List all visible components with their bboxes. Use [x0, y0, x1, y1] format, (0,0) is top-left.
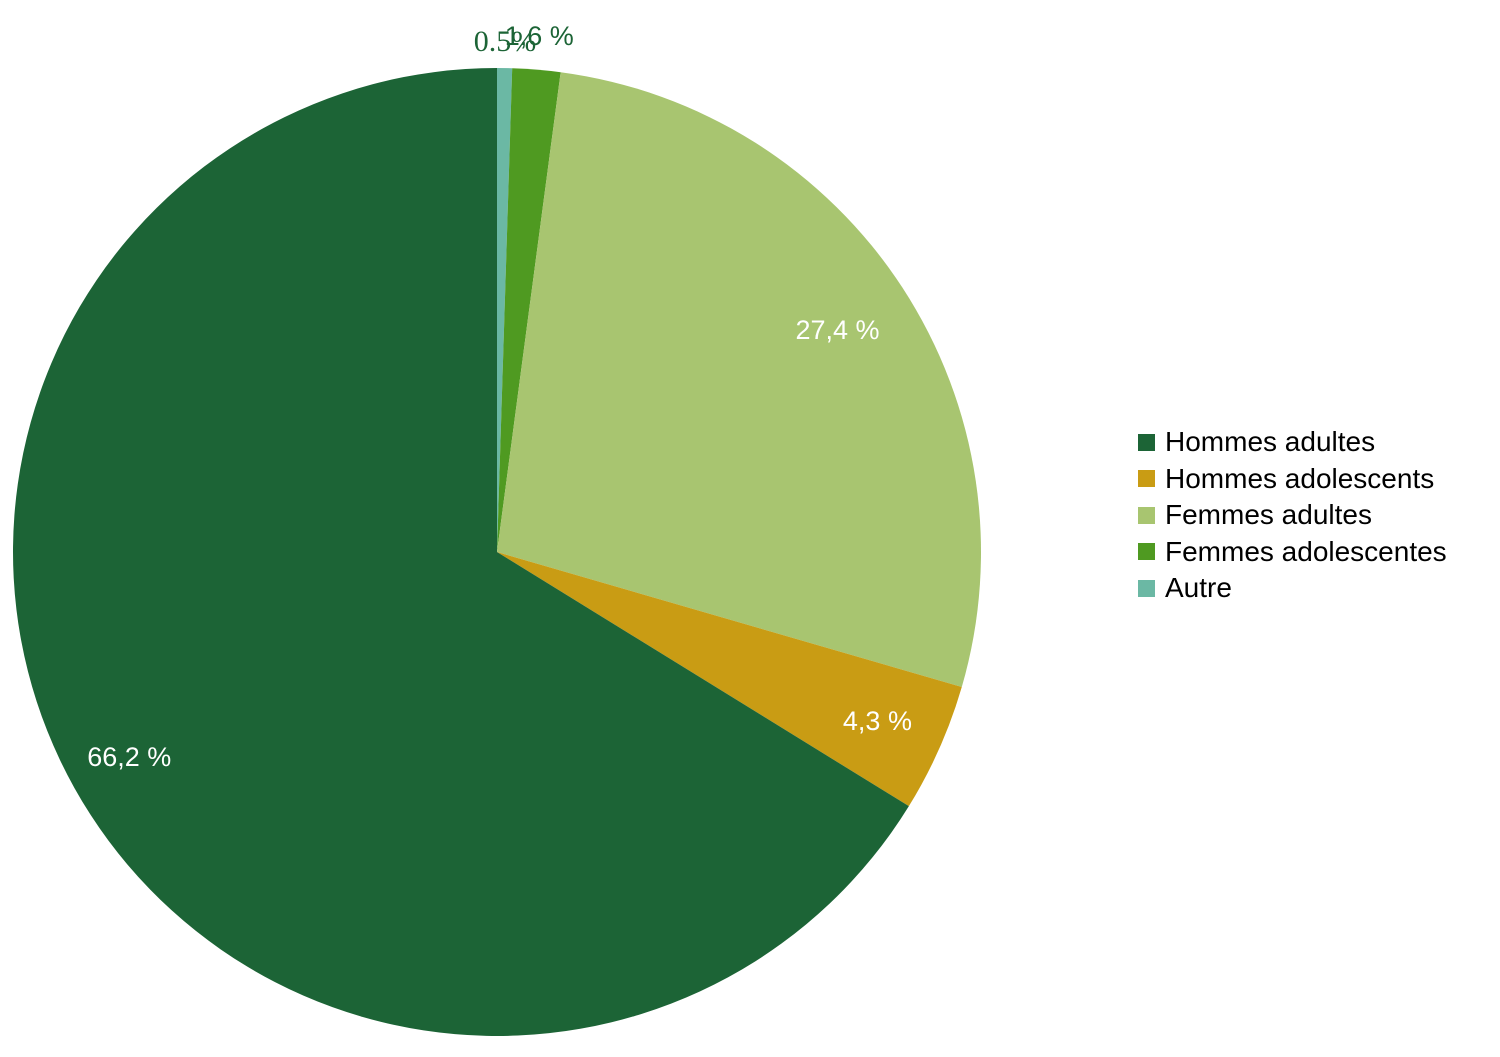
legend-item: Autre	[1138, 570, 1447, 607]
legend-label: Autre	[1165, 572, 1232, 604]
legend-item: Hommes adultes	[1138, 424, 1447, 461]
slice-value-label: 27,4 %	[795, 315, 879, 345]
pie-slice-hommes-adultes	[12, 68, 909, 1036]
slice-value-label: 0.5%	[474, 25, 537, 58]
legend-label: Femmes adolescentes	[1165, 535, 1447, 567]
legend-label: Hommes adultes	[1165, 426, 1376, 458]
legend: Hommes adultes Hommes adolescents Femmes a…	[1138, 424, 1447, 607]
legend-item: Hommes adolescents	[1138, 461, 1447, 498]
legend-label: Femmes adultes	[1165, 499, 1372, 531]
slice-value-label: 4,3 %	[843, 706, 912, 736]
pie-slice-autre	[497, 68, 513, 552]
pie-slice-femmes-adolescentes	[497, 68, 561, 552]
pie-slice-hommes-adolescents	[497, 552, 962, 807]
legend-label: Hommes adolescents	[1165, 462, 1435, 494]
pie-slice-femmes-adultes	[497, 72, 981, 688]
legend-item: Femmes adolescentes	[1138, 534, 1447, 571]
legend-swatch	[1138, 579, 1155, 597]
legend-swatch	[1138, 543, 1155, 561]
slice-value-label: 1,6 %	[505, 21, 574, 51]
legend-item: Femmes adultes	[1138, 497, 1447, 534]
legend-swatch	[1138, 506, 1155, 524]
slice-value-label: 66,2 %	[87, 742, 171, 772]
legend-swatch	[1138, 433, 1155, 451]
legend-swatch	[1138, 470, 1155, 488]
